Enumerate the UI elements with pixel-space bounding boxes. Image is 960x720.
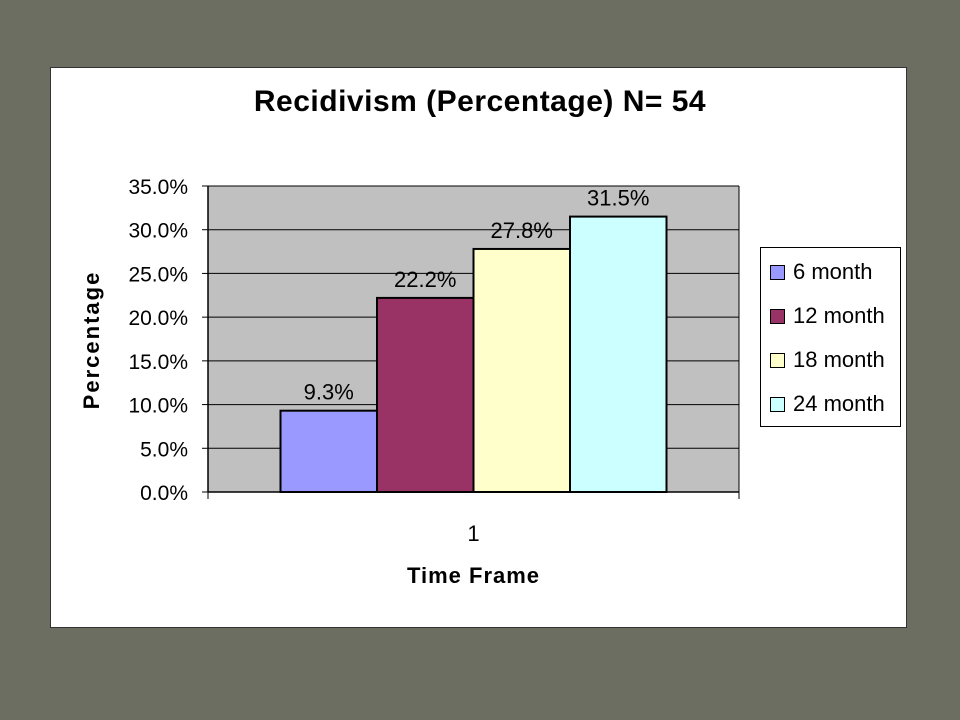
- legend-swatch: [770, 264, 785, 280]
- legend-label: 24 month: [793, 391, 885, 416]
- data-label: 9.3%: [304, 380, 354, 405]
- y-axis-label: Percentage: [79, 270, 104, 410]
- legend-label: 18 month: [793, 347, 885, 372]
- x-axis-label: Time Frame: [406, 563, 541, 588]
- y-tick-label: 20.0%: [128, 307, 188, 330]
- data-label: 31.5%: [587, 186, 649, 211]
- x-tick-label: 1: [467, 521, 479, 546]
- legend-swatch: [770, 396, 785, 412]
- data-label: 27.8%: [491, 218, 553, 243]
- legend-item: 24 month: [770, 389, 885, 419]
- bar: [279, 409, 378, 494]
- y-tick-label: 15.0%: [128, 351, 188, 374]
- legend-label: 6 month: [793, 259, 873, 284]
- data-label: 22.2%: [394, 267, 456, 292]
- y-tick-label: 25.0%: [128, 263, 188, 286]
- legend-item: 12 month: [770, 301, 885, 331]
- legend-swatch: [770, 308, 785, 324]
- legend-item: 6 month: [770, 257, 873, 287]
- y-tick-label: 35.0%: [128, 176, 188, 199]
- y-tick-label: 5.0%: [140, 438, 188, 461]
- legend-label: 12 month: [793, 303, 885, 328]
- bar: [376, 296, 475, 493]
- y-tick-label: 10.0%: [128, 395, 188, 418]
- chart-title: Recidivism (Percentage) N= 54: [253, 85, 707, 118]
- legend-swatch: [770, 352, 785, 368]
- y-tick-label: 0.0%: [140, 482, 188, 505]
- bar: [472, 247, 571, 493]
- chart-legend: 6 month 12 month 18 month 24 month: [760, 247, 901, 427]
- bar: [569, 215, 668, 493]
- legend-item: 18 month: [770, 345, 885, 375]
- y-tick-label: 30.0%: [128, 220, 188, 243]
